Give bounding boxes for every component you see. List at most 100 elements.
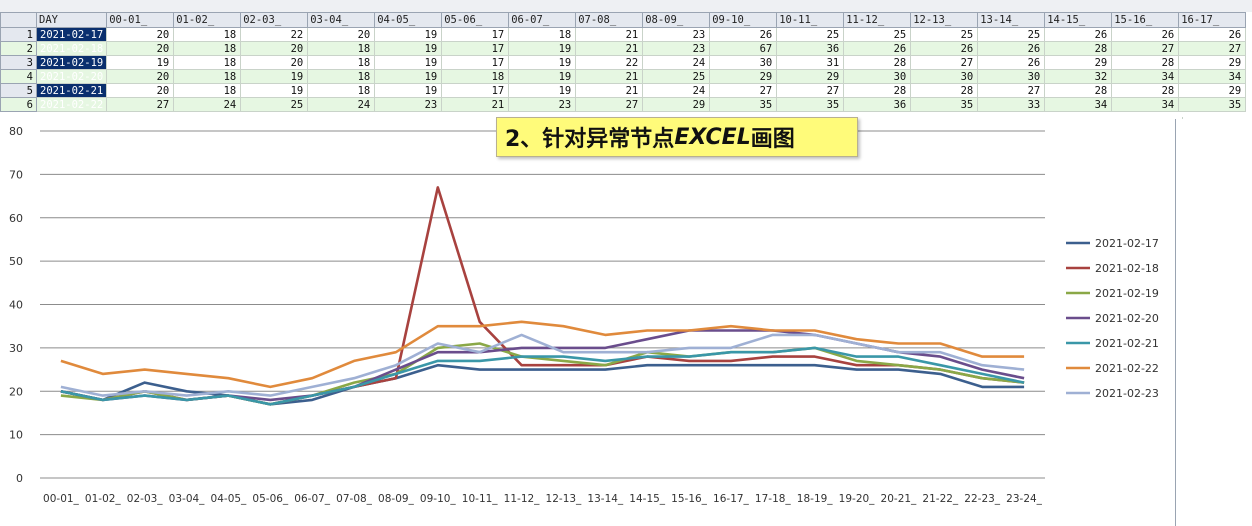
value-cell[interactable]: 29 xyxy=(642,97,711,112)
value-cell[interactable]: 19 xyxy=(240,83,309,98)
column-header[interactable]: 16-17_ xyxy=(1178,12,1247,28)
value-cell[interactable]: 27 xyxy=(1111,41,1180,56)
value-cell[interactable]: 35 xyxy=(776,97,845,112)
value-cell[interactable]: 20 xyxy=(106,41,175,56)
column-header[interactable]: 04-05_ xyxy=(374,12,443,28)
value-cell[interactable]: 28 xyxy=(1044,83,1113,98)
value-cell[interactable]: 30 xyxy=(910,69,979,84)
value-cell[interactable]: 28 xyxy=(910,83,979,98)
row-number[interactable]: 1 xyxy=(0,27,37,42)
value-cell[interactable]: 29 xyxy=(1178,55,1247,70)
value-cell[interactable]: 19 xyxy=(508,55,577,70)
value-cell[interactable]: 19 xyxy=(374,41,443,56)
value-cell[interactable]: 20 xyxy=(106,83,175,98)
value-cell[interactable]: 20 xyxy=(240,55,309,70)
chart-area[interactable]: 0 10 20 30 40 50 60 70 80 00-01_ 01-02_ 02-03_ 03-04… xyxy=(0,119,1176,526)
value-cell[interactable]: 18 xyxy=(307,83,376,98)
value-cell[interactable]: 26 xyxy=(709,27,778,42)
value-cell[interactable]: 21 xyxy=(575,27,644,42)
value-cell[interactable]: 25 xyxy=(776,27,845,42)
value-cell[interactable]: 20 xyxy=(307,27,376,42)
value-cell[interactable]: 34 xyxy=(1111,97,1180,112)
value-cell[interactable]: 18 xyxy=(307,55,376,70)
day-cell[interactable]: 2021-02-20 xyxy=(35,69,108,84)
value-cell[interactable]: 27 xyxy=(1178,41,1247,56)
row-number[interactable]: 3 xyxy=(0,55,37,70)
value-cell[interactable]: 27 xyxy=(106,97,175,112)
value-cell[interactable]: 24 xyxy=(642,83,711,98)
column-header[interactable]: 13-14_ xyxy=(977,12,1046,28)
day-cell[interactable]: 2021-02-22 xyxy=(35,97,108,112)
value-cell[interactable]: 25 xyxy=(910,27,979,42)
value-cell[interactable]: 18 xyxy=(173,69,242,84)
value-cell[interactable]: 18 xyxy=(173,41,242,56)
value-cell[interactable]: 26 xyxy=(1178,27,1247,42)
day-cell[interactable]: 2021-02-18 xyxy=(35,41,108,56)
value-cell[interactable]: 19 xyxy=(508,69,577,84)
value-cell[interactable]: 20 xyxy=(106,69,175,84)
value-cell[interactable]: 19 xyxy=(374,27,443,42)
value-cell[interactable]: 18 xyxy=(307,41,376,56)
column-header[interactable]: DAY xyxy=(35,12,108,28)
value-cell[interactable]: 18 xyxy=(173,55,242,70)
value-cell[interactable]: 25 xyxy=(642,69,711,84)
value-cell[interactable]: 24 xyxy=(642,55,711,70)
value-cell[interactable]: 35 xyxy=(910,97,979,112)
value-cell[interactable]: 31 xyxy=(776,55,845,70)
day-cell[interactable]: 2021-02-19 xyxy=(35,55,108,70)
value-cell[interactable]: 26 xyxy=(977,41,1046,56)
value-cell[interactable]: 35 xyxy=(709,97,778,112)
value-cell[interactable]: 27 xyxy=(910,55,979,70)
column-header[interactable]: 01-02_ xyxy=(173,12,242,28)
value-cell[interactable]: 23 xyxy=(642,27,711,42)
value-cell[interactable]: 20 xyxy=(240,41,309,56)
value-cell[interactable]: 30 xyxy=(977,69,1046,84)
value-cell[interactable]: 22 xyxy=(240,27,309,42)
value-cell[interactable]: 17 xyxy=(441,41,510,56)
value-cell[interactable]: 17 xyxy=(441,55,510,70)
value-cell[interactable]: 28 xyxy=(843,55,912,70)
column-header[interactable]: 03-04_ xyxy=(307,12,376,28)
column-header[interactable]: 08-09_ xyxy=(642,12,711,28)
value-cell[interactable]: 19 xyxy=(240,69,309,84)
row-number[interactable]: 2 xyxy=(0,41,37,56)
value-cell[interactable]: 21 xyxy=(441,97,510,112)
column-header[interactable]: 15-16_ xyxy=(1111,12,1180,28)
value-cell[interactable]: 17 xyxy=(441,27,510,42)
value-cell[interactable]: 19 xyxy=(374,83,443,98)
value-cell[interactable]: 24 xyxy=(307,97,376,112)
column-header[interactable]: 06-07_ xyxy=(508,12,577,28)
day-cell[interactable]: 2021-02-17 xyxy=(35,27,108,42)
value-cell[interactable]: 26 xyxy=(843,41,912,56)
value-cell[interactable]: 28 xyxy=(1111,83,1180,98)
value-cell[interactable]: 27 xyxy=(776,83,845,98)
value-cell[interactable]: 29 xyxy=(709,69,778,84)
value-cell[interactable]: 25 xyxy=(240,97,309,112)
value-cell[interactable]: 18 xyxy=(307,69,376,84)
row-number[interactable]: 5 xyxy=(0,83,37,98)
value-cell[interactable]: 26 xyxy=(910,41,979,56)
column-header[interactable]: 14-15_ xyxy=(1044,12,1113,28)
value-cell[interactable]: 25 xyxy=(843,27,912,42)
value-cell[interactable]: 21 xyxy=(575,69,644,84)
value-cell[interactable]: 29 xyxy=(776,69,845,84)
column-header[interactable]: 02-03_ xyxy=(240,12,309,28)
value-cell[interactable]: 23 xyxy=(374,97,443,112)
value-cell[interactable]: 28 xyxy=(1111,55,1180,70)
value-cell[interactable]: 35 xyxy=(1178,97,1247,112)
value-cell[interactable]: 21 xyxy=(575,83,644,98)
value-cell[interactable]: 18 xyxy=(173,27,242,42)
value-cell[interactable]: 30 xyxy=(843,69,912,84)
value-cell[interactable]: 28 xyxy=(843,83,912,98)
value-cell[interactable]: 36 xyxy=(843,97,912,112)
value-cell[interactable]: 18 xyxy=(441,69,510,84)
value-cell[interactable]: 33 xyxy=(977,97,1046,112)
value-cell[interactable]: 24 xyxy=(173,97,242,112)
value-cell[interactable]: 19 xyxy=(374,69,443,84)
value-cell[interactable]: 18 xyxy=(173,83,242,98)
value-cell[interactable]: 36 xyxy=(776,41,845,56)
column-header[interactable]: 00-01_ xyxy=(106,12,175,28)
value-cell[interactable]: 67 xyxy=(709,41,778,56)
value-cell[interactable]: 29 xyxy=(1178,83,1247,98)
value-cell[interactable]: 23 xyxy=(642,41,711,56)
